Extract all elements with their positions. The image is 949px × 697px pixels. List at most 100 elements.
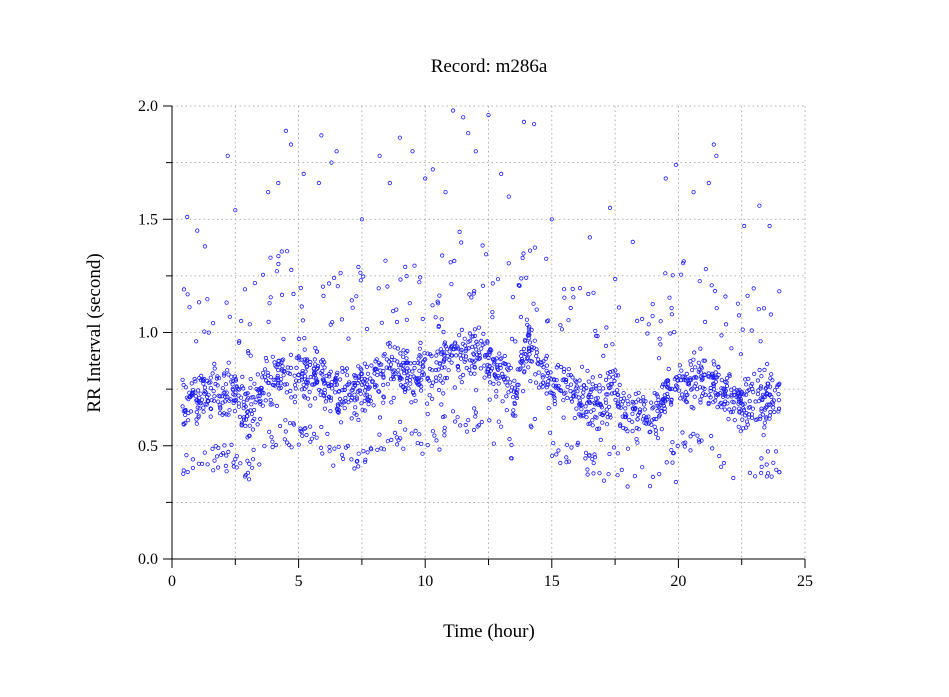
data-point: [461, 353, 466, 358]
data-point: [708, 385, 713, 391]
data-point: [742, 413, 748, 418]
data-point: [765, 449, 771, 454]
data-point: [434, 353, 439, 358]
data-point: [600, 420, 605, 425]
data-point: [522, 369, 527, 374]
data-point: [735, 301, 741, 306]
data-point: [701, 358, 706, 363]
data-point: [641, 414, 647, 419]
data-point: [238, 395, 244, 400]
data-point: [480, 283, 486, 288]
data-point: [299, 429, 304, 435]
data-point: [246, 350, 251, 356]
data-point: [362, 361, 367, 366]
data-point: [386, 359, 392, 364]
data-point: [216, 399, 221, 404]
data-point: [211, 320, 216, 326]
data-point: [671, 450, 676, 456]
data-point: [196, 461, 201, 466]
data-point: [322, 406, 327, 411]
data-point: [649, 418, 655, 423]
data-point: [669, 397, 674, 402]
data-point: [520, 255, 525, 260]
data-point: [257, 399, 262, 405]
data-point: [732, 406, 737, 411]
data-point: [376, 286, 381, 291]
data-point-outlier: [423, 176, 428, 181]
data-point: [239, 422, 244, 427]
data-point: [370, 379, 375, 384]
data-point: [744, 392, 749, 397]
data-point: [521, 363, 526, 368]
data-point: [739, 390, 745, 395]
data-point: [699, 393, 705, 399]
data-point: [758, 384, 764, 389]
data-point: [635, 440, 640, 445]
data-point: [608, 415, 613, 420]
data-point: [597, 383, 602, 388]
data-point: [356, 264, 361, 270]
data-point: [730, 409, 735, 414]
data-point: [506, 261, 511, 266]
data-point: [273, 377, 278, 382]
data-point: [320, 357, 325, 362]
data-point: [358, 270, 363, 275]
data-point: [395, 346, 400, 351]
data-point: [224, 453, 229, 458]
data-point: [656, 356, 662, 361]
data-point: [227, 408, 232, 413]
data-point: [681, 397, 687, 402]
data-point: [483, 252, 489, 257]
data-point: [529, 327, 534, 332]
data-point: [391, 395, 396, 400]
data-point: [510, 395, 516, 400]
data-point: [354, 397, 359, 402]
data-point: [742, 401, 747, 406]
data-point: [260, 272, 266, 277]
data-point: [360, 274, 366, 279]
data-point: [444, 375, 450, 381]
data-point: [581, 383, 586, 388]
data-point: [663, 271, 668, 276]
data-point: [318, 389, 323, 394]
data-point: [437, 373, 443, 378]
data-point: [424, 401, 430, 406]
data-point: [472, 364, 477, 369]
data-point: [429, 353, 434, 359]
data-point: [752, 474, 758, 479]
data-point: [675, 384, 680, 389]
data-point: [755, 378, 761, 383]
data-point: [459, 240, 464, 245]
data-point: [439, 402, 444, 407]
data-point: [670, 273, 675, 278]
data-point: [194, 417, 199, 422]
data-point: [342, 387, 347, 392]
data-point: [302, 335, 307, 341]
data-point: [340, 369, 345, 374]
data-point: [587, 453, 592, 458]
data-point: [601, 478, 607, 483]
data-point: [328, 398, 333, 403]
data-point: [344, 373, 350, 378]
data-point: [388, 366, 393, 371]
data-point-outlier: [377, 153, 382, 158]
data-point: [532, 245, 538, 250]
data-point-outlier: [673, 479, 679, 485]
data-point: [342, 405, 347, 411]
data-point: [266, 380, 272, 386]
data-point: [186, 418, 191, 423]
data-point: [447, 349, 452, 354]
data-point: [691, 431, 696, 436]
data-point: [380, 372, 385, 377]
data-point: [711, 383, 716, 389]
data-point: [278, 381, 284, 386]
data-point: [181, 422, 186, 427]
data-point: [566, 318, 571, 323]
data-point: [434, 360, 439, 365]
data-point: [535, 361, 540, 366]
data-point: [460, 372, 466, 378]
data-point: [445, 353, 450, 359]
data-point: [408, 381, 413, 386]
data-point: [596, 402, 601, 407]
data-point: [251, 447, 256, 452]
